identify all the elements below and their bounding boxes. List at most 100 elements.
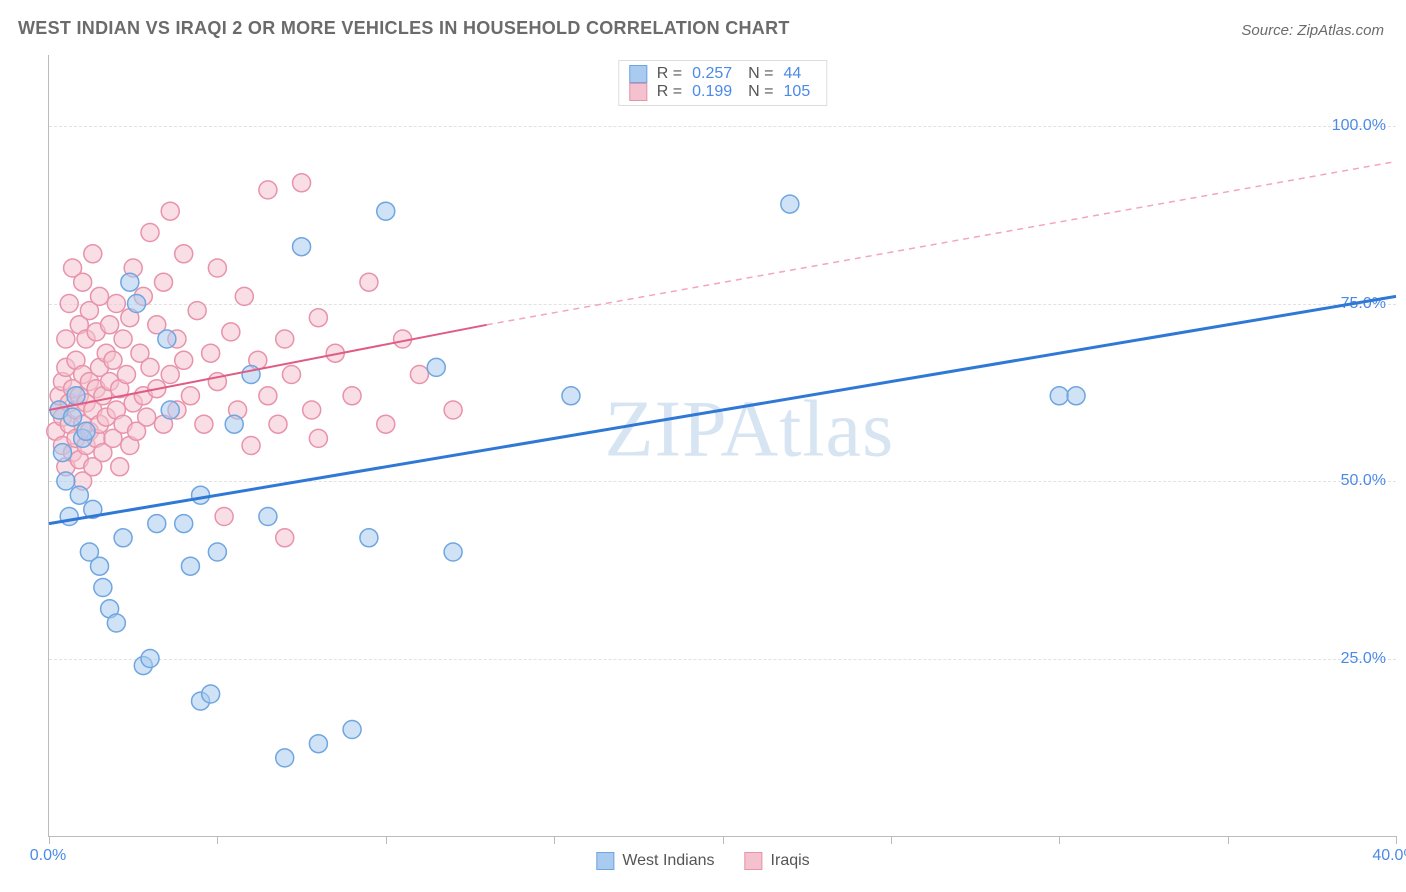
scatter-point xyxy=(242,437,260,455)
scatter-point xyxy=(360,529,378,547)
chart-container: 2 or more Vehicles in Household ZIPAtlas… xyxy=(0,55,1406,892)
r-value-0: 0.257 xyxy=(692,65,732,83)
x-tick xyxy=(386,836,387,844)
scatter-point xyxy=(91,557,109,575)
scatter-point xyxy=(111,458,129,476)
legend-item-west-indians: West Indians xyxy=(596,852,714,870)
scatter-point xyxy=(208,259,226,277)
scatter-point xyxy=(114,330,132,348)
scatter-point xyxy=(276,330,294,348)
x-tick xyxy=(891,836,892,844)
scatter-point xyxy=(269,415,287,433)
scatter-point xyxy=(107,295,125,313)
scatter-point xyxy=(84,245,102,263)
scatter-point xyxy=(148,515,166,533)
scatter-point xyxy=(215,508,233,526)
n-value-1: 105 xyxy=(784,83,811,101)
scatter-point xyxy=(77,422,95,440)
legend-item-iraqis: Iraqis xyxy=(745,852,810,870)
scatter-point xyxy=(158,330,176,348)
plot-area: ZIPAtlas R = 0.257 N = 44 R = 0.199 N = … xyxy=(48,55,1396,837)
scatter-point xyxy=(74,273,92,291)
scatter-point xyxy=(202,344,220,362)
r-value-1: 0.199 xyxy=(692,83,732,101)
n-value-0: 44 xyxy=(784,65,802,83)
scatter-point xyxy=(128,295,146,313)
source-name: ZipAtlas.com xyxy=(1297,22,1384,39)
plot-svg xyxy=(49,55,1396,836)
scatter-point xyxy=(444,401,462,419)
scatter-point xyxy=(104,351,122,369)
scatter-point xyxy=(343,721,361,739)
scatter-point xyxy=(309,429,327,447)
scatter-point xyxy=(562,387,580,405)
scatter-point xyxy=(225,415,243,433)
scatter-point xyxy=(259,181,277,199)
scatter-point xyxy=(53,444,71,462)
legend-label-1: Iraqis xyxy=(771,852,810,870)
r-label: R = xyxy=(657,83,682,101)
swatch-west-indians-b xyxy=(596,852,614,870)
chart-title: WEST INDIAN VS IRAQI 2 OR MORE VEHICLES … xyxy=(18,18,790,39)
scatter-point xyxy=(60,508,78,526)
r-label: R = xyxy=(657,65,682,83)
x-tick xyxy=(723,836,724,844)
trend-line xyxy=(49,296,1396,523)
x-tick-label: 40.0% xyxy=(1372,847,1406,865)
scatter-point xyxy=(202,685,220,703)
scatter-point xyxy=(309,309,327,327)
scatter-point xyxy=(293,174,311,192)
scatter-point xyxy=(101,316,119,334)
legend-row-west-indians: R = 0.257 N = 44 xyxy=(629,65,816,83)
scatter-point xyxy=(259,508,277,526)
source-prefix: Source: xyxy=(1241,22,1297,39)
scatter-point xyxy=(444,543,462,561)
scatter-point xyxy=(91,287,109,305)
scatter-point xyxy=(114,529,132,547)
scatter-point xyxy=(377,415,395,433)
scatter-point xyxy=(192,486,210,504)
scatter-point xyxy=(141,650,159,668)
scatter-point xyxy=(195,415,213,433)
scatter-point xyxy=(360,273,378,291)
scatter-point xyxy=(1067,387,1085,405)
scatter-point xyxy=(309,735,327,753)
scatter-point xyxy=(141,224,159,242)
scatter-point xyxy=(161,401,179,419)
scatter-point xyxy=(57,330,75,348)
scatter-point xyxy=(60,295,78,313)
scatter-point xyxy=(175,245,193,263)
scatter-point xyxy=(235,287,253,305)
scatter-point xyxy=(67,387,85,405)
scatter-point xyxy=(57,472,75,490)
scatter-point xyxy=(377,202,395,220)
scatter-point xyxy=(64,408,82,426)
source-attribution: Source: ZipAtlas.com xyxy=(1241,22,1384,39)
scatter-point xyxy=(208,543,226,561)
scatter-point xyxy=(107,614,125,632)
n-label: N = xyxy=(748,83,773,101)
scatter-point xyxy=(242,366,260,384)
scatter-point xyxy=(141,358,159,376)
scatter-point xyxy=(276,749,294,767)
n-label: N = xyxy=(748,65,773,83)
scatter-point xyxy=(161,366,179,384)
scatter-point xyxy=(181,557,199,575)
scatter-point xyxy=(303,401,321,419)
scatter-point xyxy=(117,366,135,384)
scatter-point xyxy=(293,238,311,256)
x-tick-label: 0.0% xyxy=(30,847,66,865)
scatter-point xyxy=(259,387,277,405)
legend-row-iraqis: R = 0.199 N = 105 xyxy=(629,83,816,101)
scatter-point xyxy=(154,273,172,291)
swatch-iraqis xyxy=(629,83,647,101)
scatter-point xyxy=(222,323,240,341)
scatter-point xyxy=(343,387,361,405)
swatch-west-indians xyxy=(629,65,647,83)
scatter-point xyxy=(410,366,428,384)
scatter-point xyxy=(781,195,799,213)
scatter-point xyxy=(282,366,300,384)
scatter-point xyxy=(161,202,179,220)
scatter-point xyxy=(276,529,294,547)
x-tick xyxy=(554,836,555,844)
